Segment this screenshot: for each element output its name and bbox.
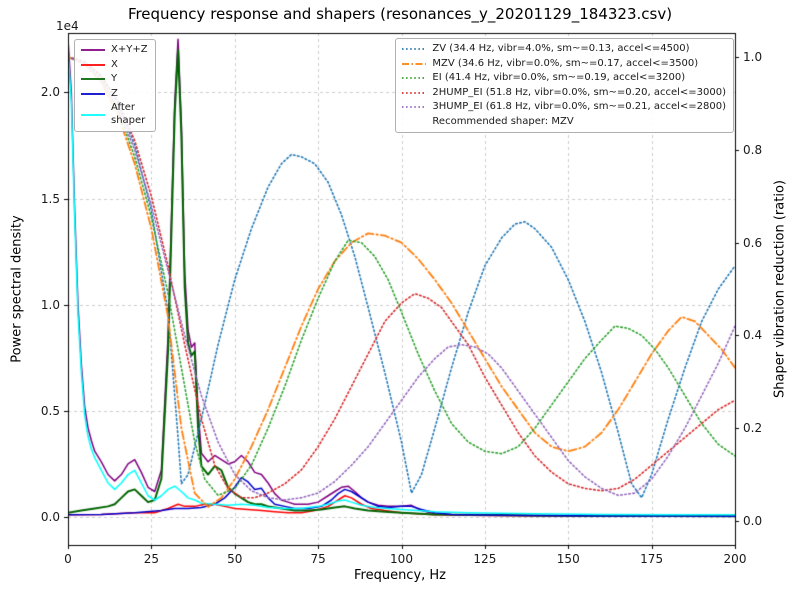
legend-label: MZV (34.6 Hz, vibr=0.0%, sm~=0.17, accel… [432,57,699,69]
y-right-tick-label: 0.0 [743,513,763,528]
legend-line-swatch [81,63,105,66]
legend-item: After shaper [80,102,148,127]
y-axis-right-label: Shaper vibration reduction (ratio) [772,180,788,398]
legend-line-swatch [402,106,427,109]
chart-title: Frequency response and shapers (resonanc… [127,5,673,23]
x-tick-label: 25 [143,552,160,566]
legend-item: ZV (34.4 Hz, vibr=4.0%, sm~=0.13, accel<… [401,43,726,56]
x-tick-label: 100 [390,552,413,566]
legend-shapers: ZV (34.4 Hz, vibr=4.0%, sm~=0.13, accel<… [395,38,734,133]
x-tick-label: 75 [310,552,326,566]
legend-label: Y [111,73,118,84]
legend-label: X+Y+Z [111,44,148,55]
legend-line-swatch [402,91,427,94]
y-left-tick-label: 0.0 [40,509,60,524]
x-tick-label: 200 [723,552,747,566]
legend-line-swatch [402,48,427,51]
x-tick-label: 0 [64,552,72,566]
legend-item: EI (41.4 Hz, vibr=0.0%, sm~=0.19, accel<… [401,72,726,85]
legend-line-swatch [402,62,427,65]
y-left-tick-label: 0.5 [40,403,60,418]
legend-item: Y [80,73,148,86]
y-right-tick-label: 1.0 [743,50,763,65]
y-right-tick-label: 0.6 [743,235,763,250]
legend-note-label: Recommended shaper: MZV [432,115,574,127]
legend-label: X [111,58,118,70]
legend-label: Z [111,87,118,99]
legend-note: Recommended shaper: MZV [401,116,726,129]
y-right-tick-label: 0.2 [743,421,763,436]
y-left-tick-label: 1.5 [40,191,60,206]
y-right-tick-label: 0.8 [743,142,763,157]
legend-item: Z [80,88,148,101]
legend-item: X+Y+Z [80,44,148,57]
legend-item: 3HUMP_EI (61.8 Hz, vibr=0.0%, sm~=0.21, … [401,101,726,114]
y-axis-offset-label: 1e4 [56,19,79,33]
x-tick-label: 150 [556,552,580,566]
legend-item: 2HUMP_EI (51.8 Hz, vibr=0.0%, sm~=0.20, … [401,87,726,100]
legend-label: 3HUMP_EI (61.8 Hz, vibr=0.0%, sm~=0.21, … [432,101,726,112]
y-left-tick-label: 2.0 [40,85,60,100]
y-right-tick-label: 0.4 [743,328,763,343]
legend-psd: X+Y+Z X Y Z After shaper [74,39,156,132]
legend-line-swatch [81,78,105,81]
x-tick-label: 175 [640,552,664,566]
legend-label: After shaper [111,102,146,126]
legend-item: MZV (34.6 Hz, vibr=0.0%, sm~=0.17, accel… [401,58,726,71]
legend-empty-swatch [401,117,427,127]
legend-line-swatch [81,92,105,95]
legend-line-swatch [402,77,427,80]
x-tick-label: 50 [227,552,243,566]
y-left-tick-label: 1.0 [40,297,60,312]
legend-line-swatch [81,113,105,116]
legend-line-swatch [81,49,105,52]
legend-item: X [80,59,148,72]
y-axis-left-label: Power spectral density [9,215,25,363]
x-axis-label: Frequency, Hz [353,568,447,583]
legend-label: ZV (34.4 Hz, vibr=4.0%, sm~=0.13, accel<… [432,43,690,54]
legend-label: 2HUMP_EI (51.8 Hz, vibr=0.0%, sm~=0.20, … [432,86,726,98]
x-tick-label: 125 [473,552,497,566]
legend-label: EI (41.4 Hz, vibr=0.0%, sm~=0.19, accel<… [432,72,686,83]
